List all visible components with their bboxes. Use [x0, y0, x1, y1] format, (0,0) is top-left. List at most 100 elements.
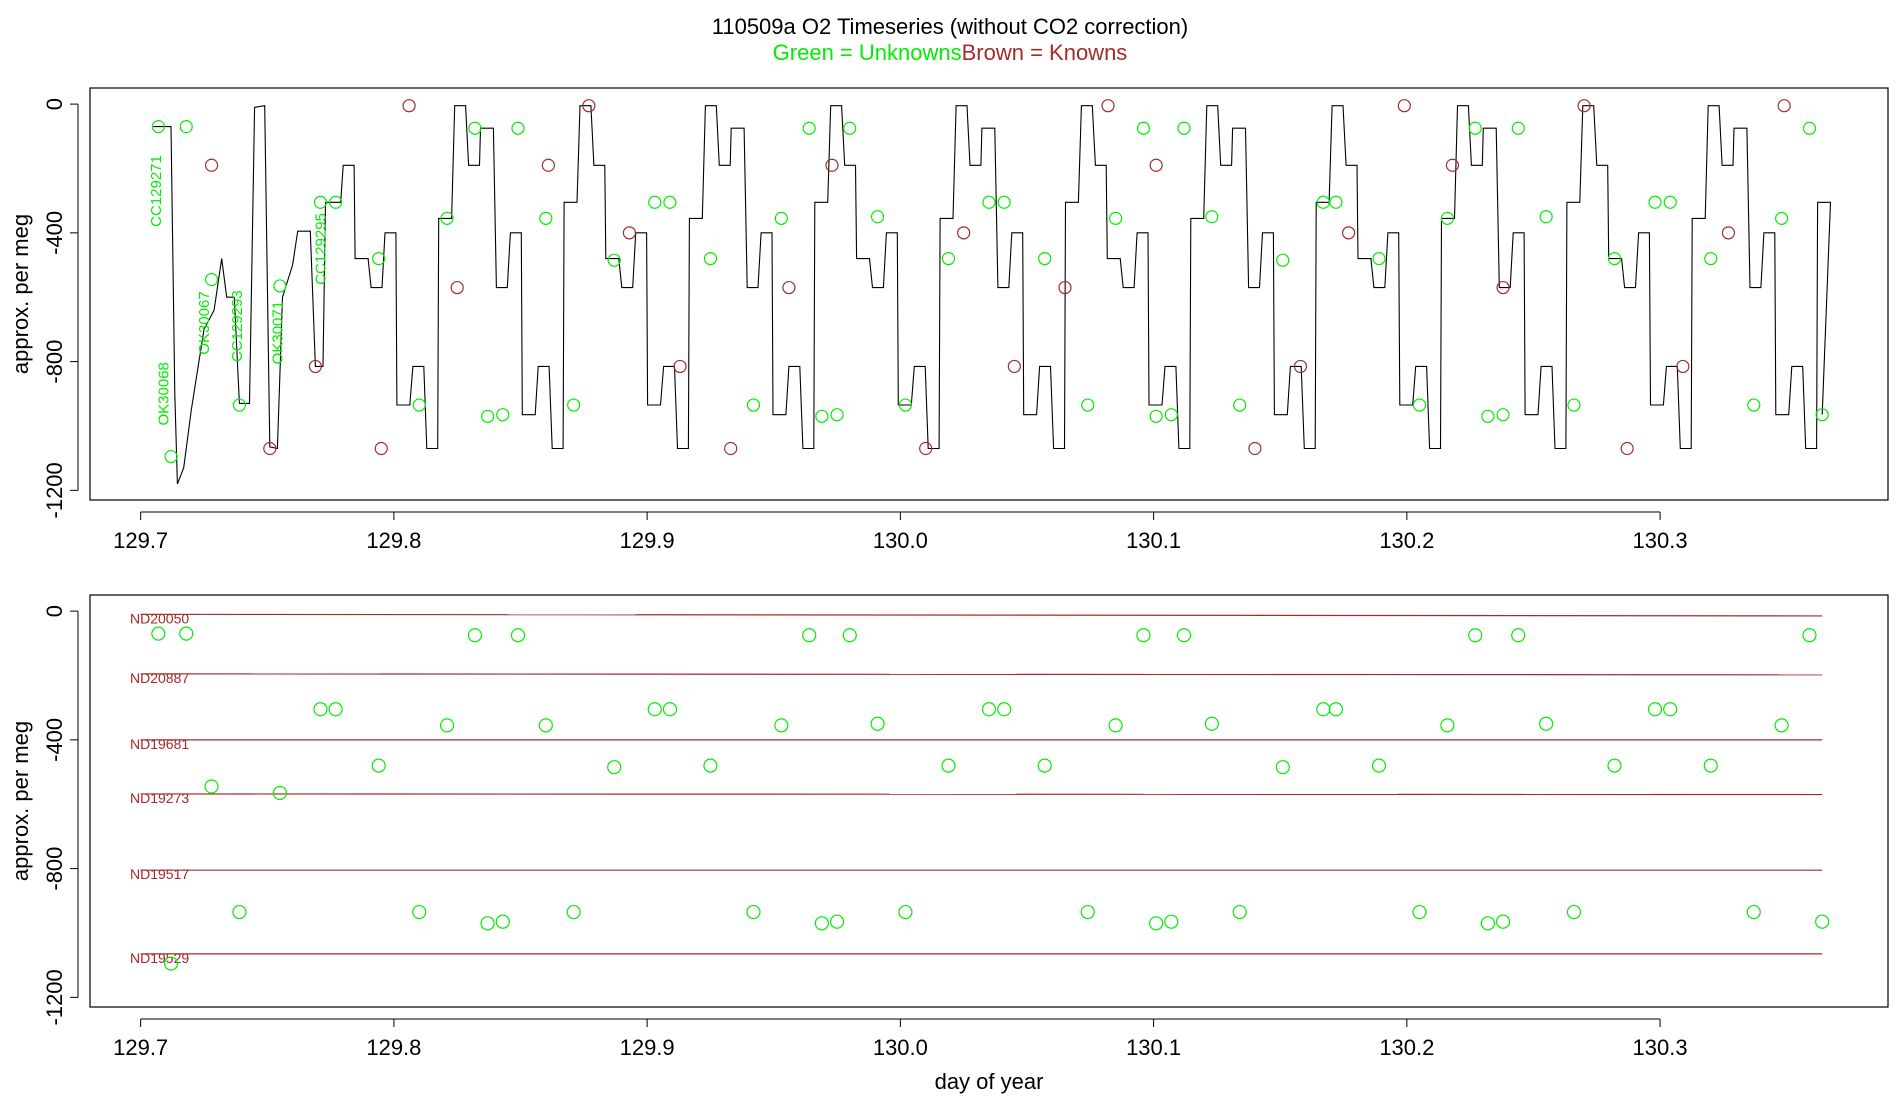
chart-title-block: 110509a O2 Timeseries (without CO2 corre…	[0, 14, 1900, 66]
top-unknown-marker	[1233, 398, 1247, 412]
bottom-unknown-point	[1746, 904, 1761, 920]
bottom-unknown-point	[1607, 758, 1622, 773]
top-unknown-marker	[898, 398, 913, 412]
top-unknown-marker	[1372, 251, 1386, 266]
top-known-marker	[919, 441, 933, 456]
top-unknown-marker	[1177, 121, 1191, 135]
bottom-x-tick-label: 129.9	[620, 1035, 675, 1060]
top-known-marker	[1293, 359, 1308, 374]
top-x-tick-label: 129.8	[366, 528, 421, 553]
top-known-marker	[724, 441, 738, 456]
top-unknown-marker	[567, 398, 581, 412]
chart-subtitle: Green = UnknownsBrown = Knowns	[0, 40, 1900, 66]
bottom-x-tick-label: 130.1	[1126, 1035, 1181, 1060]
top-unknown-marker	[1567, 398, 1581, 412]
top-known-marker	[582, 99, 596, 113]
top-unknown-marker	[1412, 398, 1427, 412]
top-sample-label: CC129295	[313, 213, 330, 285]
top-unknown-marker	[802, 121, 816, 135]
top-known-marker	[1577, 99, 1591, 113]
bottom-unknown-point	[1176, 628, 1192, 643]
top-y-tick-label: -400	[42, 211, 67, 255]
bottom-unknown-point	[538, 718, 553, 733]
bottom-unknown-point	[328, 702, 343, 717]
top-unknown-marker	[1440, 211, 1454, 225]
bottom-standard-label: ND19273	[130, 790, 189, 806]
bottom-unknown-point	[662, 702, 678, 717]
top-unknown-marker	[511, 121, 525, 135]
top-unknown-marker	[480, 409, 495, 423]
bottom-unknown-point	[870, 716, 885, 731]
bottom-unknown-point	[1108, 718, 1123, 733]
top-unknown-marker	[1468, 121, 1482, 135]
bottom-unknown-point	[1815, 914, 1830, 929]
bottom-x-tick-label: 130.2	[1379, 1035, 1434, 1060]
top-unknown-marker	[1038, 251, 1052, 266]
top-unknown-marker	[1149, 409, 1163, 423]
top-unknown-marker	[1164, 408, 1178, 422]
top-unknown-marker	[1136, 121, 1151, 135]
bottom-unknown-point	[1164, 914, 1179, 929]
top-unknown-marker	[997, 195, 1011, 209]
top-x-tick-label: 130.0	[873, 528, 928, 553]
bottom-unknown-point	[802, 628, 817, 643]
bottom-unknown-point	[647, 702, 662, 717]
top-series-trace	[153, 105, 1832, 485]
bottom-unknown-point	[829, 914, 845, 929]
top-x-tick-label: 130.2	[1379, 528, 1434, 553]
bottom-unknown-point	[1371, 758, 1387, 773]
bottom-unknown-point	[480, 916, 495, 931]
top-known-marker	[1149, 158, 1163, 172]
top-known-marker	[1496, 280, 1510, 295]
top-known-marker	[622, 226, 637, 240]
bottom-unknown-point	[981, 702, 997, 717]
bottom-standard-line	[140, 613, 1823, 617]
legend-knowns: Brown = Knowns	[961, 40, 1128, 65]
bottom-unknown-point	[1440, 718, 1455, 733]
top-known-marker	[1248, 441, 1262, 456]
top-unknown-marker	[830, 408, 844, 422]
bottom-x-tick-label: 130.3	[1633, 1035, 1688, 1060]
top-known-marker	[1620, 441, 1634, 456]
bottom-unknown-point	[1539, 716, 1554, 731]
bottom-unknown-point	[842, 628, 857, 643]
top-sample-label: CC129293	[229, 290, 246, 362]
top-known-marker	[957, 226, 971, 240]
bottom-unknown-point	[412, 904, 427, 920]
top-known-marker	[263, 441, 277, 456]
top-known-marker	[1101, 99, 1115, 113]
top-unknown-marker	[232, 398, 247, 412]
top-sample-label: CC129271	[148, 155, 165, 227]
bottom-x-tick-label: 129.7	[113, 1035, 168, 1060]
bottom-y-tick-label: -400	[42, 718, 67, 762]
top-unknown-marker	[1276, 253, 1290, 267]
bottom-unknown-point	[607, 760, 622, 775]
top-unknown-marker	[607, 253, 621, 267]
bottom-unknown-point	[1136, 628, 1151, 643]
bottom-unknown-point	[510, 628, 526, 643]
bottom-standard-label: ND19517	[130, 866, 189, 882]
legend-unknowns: Green = Unknowns	[772, 40, 962, 65]
top-unknown-marker	[539, 211, 553, 225]
bottom-unknown-point	[1802, 628, 1817, 643]
top-known-marker	[825, 158, 839, 172]
bottom-unknown-point	[1275, 760, 1290, 775]
bottom-unknown-point	[313, 702, 328, 717]
bottom-unknown-point	[1204, 716, 1219, 731]
bottom-unknown-point	[1774, 718, 1789, 733]
bottom-y-axis-title: approx. per meg	[8, 721, 33, 881]
top-unknown-marker	[179, 120, 193, 134]
bottom-standard-label: ND20050	[130, 610, 189, 626]
top-unknown-marker	[703, 251, 718, 266]
top-unknown-marker	[1205, 210, 1219, 224]
bottom-y-tick-label: -1200	[42, 969, 67, 1025]
top-sample-label: OK30067	[196, 291, 213, 354]
top-x-tick-label: 129.7	[113, 528, 168, 553]
top-known-marker	[1445, 158, 1460, 172]
top-unknown-marker	[1607, 251, 1622, 266]
bottom-unknown-point	[1663, 702, 1678, 717]
top-known-marker	[1676, 359, 1690, 374]
top-known-marker	[1777, 99, 1791, 113]
top-unknown-marker	[982, 195, 996, 209]
